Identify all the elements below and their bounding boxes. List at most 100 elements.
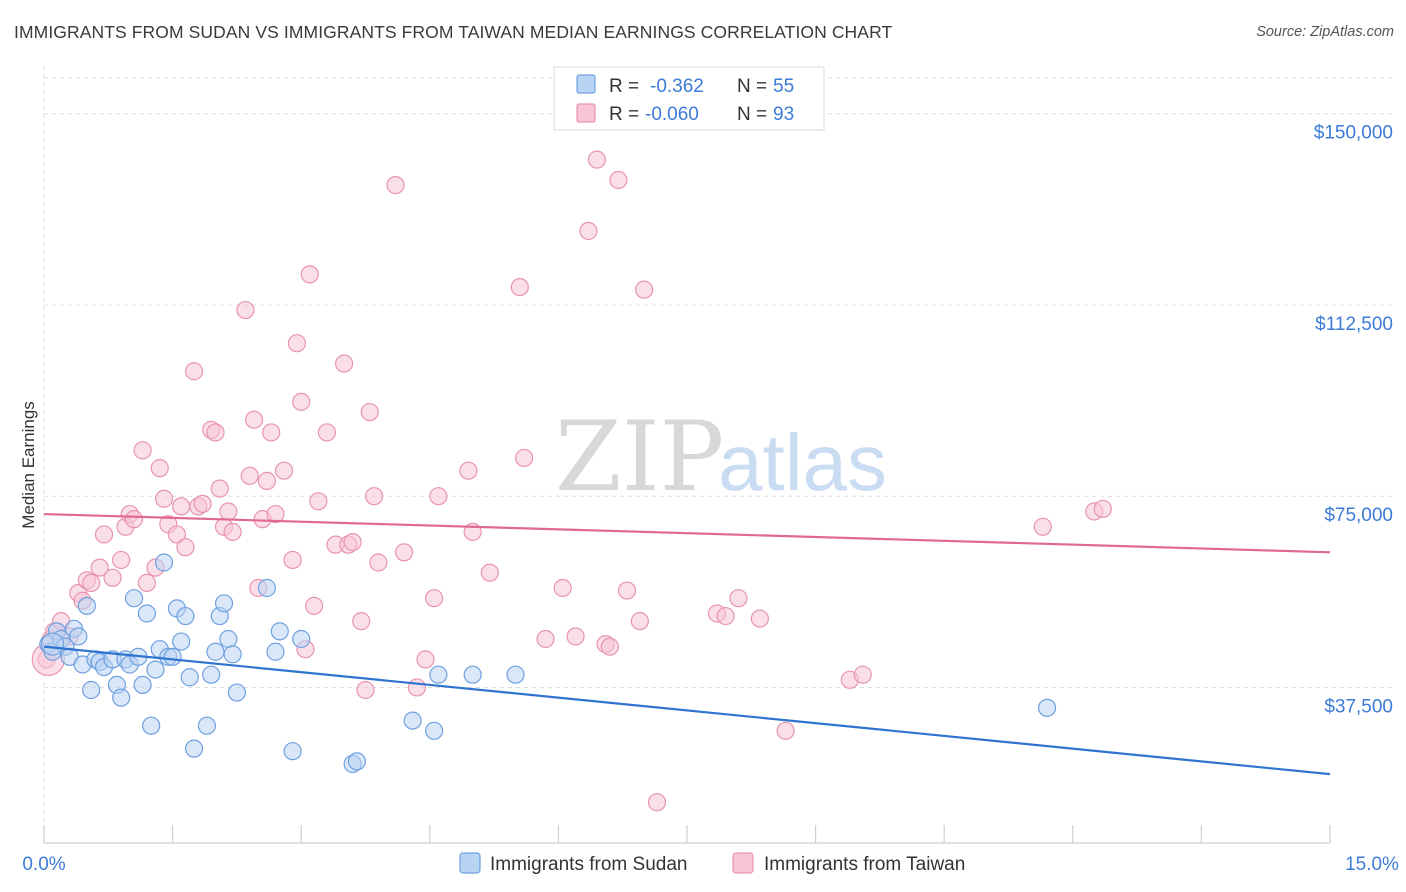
point-taiwan	[223, 522, 242, 542]
point-taiwan	[90, 558, 109, 577]
legend-n-label-sudan: N =	[737, 76, 767, 97]
legend-n-label-taiwan: N =	[737, 104, 767, 125]
point-taiwan	[609, 170, 628, 190]
series-legend-label-sudan: Immigrants from Sudan	[490, 854, 687, 875]
point-taiwan	[137, 573, 156, 593]
point-sudan	[292, 629, 311, 649]
point-taiwan	[287, 334, 307, 353]
point-taiwan	[167, 525, 186, 544]
y-axis-label: Median Earnings	[19, 401, 38, 529]
point-taiwan	[124, 510, 144, 529]
point-taiwan	[304, 596, 324, 615]
series-sudan-points	[39, 553, 1057, 774]
watermark-zip: ZIP	[555, 401, 724, 513]
point-taiwan	[94, 525, 114, 544]
point-sudan	[202, 665, 221, 684]
point-sudan	[266, 642, 285, 661]
point-taiwan	[515, 448, 534, 468]
point-sudan	[137, 604, 156, 623]
watermark-atlas: atlas	[718, 418, 887, 507]
point-sudan	[77, 596, 96, 615]
point-taiwan	[236, 300, 255, 320]
point-sudan	[176, 606, 195, 626]
point-sudan	[197, 716, 216, 735]
point-sudan	[270, 622, 289, 641]
point-taiwan	[587, 150, 607, 169]
y-tick-label: $150,000	[1314, 123, 1393, 144]
y-tick-label: $112,500	[1315, 314, 1393, 335]
series-legend-swatch-taiwan	[732, 852, 754, 874]
point-sudan	[206, 642, 225, 661]
point-taiwan	[647, 793, 667, 812]
point-taiwan	[262, 423, 281, 442]
point-taiwan	[386, 176, 405, 195]
point-taiwan	[1033, 517, 1052, 536]
point-taiwan	[407, 678, 427, 697]
point-taiwan	[635, 280, 654, 299]
point-taiwan	[193, 494, 212, 513]
point-taiwan	[317, 423, 337, 442]
point-taiwan	[600, 637, 619, 656]
point-sudan	[347, 752, 367, 771]
point-taiwan	[103, 568, 122, 587]
point-taiwan	[429, 487, 448, 506]
point-taiwan	[300, 265, 319, 284]
point-taiwan	[424, 589, 444, 608]
point-taiwan	[154, 489, 174, 508]
point-taiwan	[257, 471, 277, 490]
point-taiwan	[184, 362, 204, 381]
point-sudan	[506, 665, 525, 684]
point-taiwan	[617, 581, 637, 600]
point-taiwan	[150, 459, 169, 478]
point-sudan	[1037, 698, 1057, 717]
chart-source: Source: ZipAtlas.com	[1256, 24, 1394, 40]
point-taiwan	[274, 461, 294, 480]
point-sudan	[223, 645, 242, 664]
point-taiwan	[630, 612, 649, 631]
point-taiwan	[716, 606, 735, 626]
point-taiwan	[210, 479, 229, 498]
legend-n-value-taiwan: 93	[773, 104, 794, 125]
point-taiwan	[579, 221, 598, 241]
point-taiwan	[356, 680, 375, 700]
point-sudan	[133, 675, 152, 695]
point-taiwan	[369, 553, 388, 572]
legend-r-value-sudan: -0.362	[650, 76, 704, 97]
series-legend-label-taiwan: Immigrants from Taiwan	[764, 854, 965, 875]
legend-swatch-sudan	[576, 74, 596, 94]
point-taiwan	[82, 573, 101, 593]
point-sudan	[227, 683, 246, 702]
point-taiwan	[553, 578, 572, 598]
legend-r-label-sudan: R =	[609, 76, 639, 97]
point-taiwan	[566, 627, 585, 646]
point-sudan	[69, 627, 88, 646]
point-taiwan	[394, 543, 414, 562]
point-sudan	[172, 632, 191, 651]
point-taiwan	[172, 497, 191, 516]
point-taiwan	[176, 538, 195, 557]
point-sudan	[163, 647, 182, 666]
point-sudan	[283, 742, 302, 761]
trend-line-taiwan	[43, 512, 1331, 554]
point-sudan	[82, 680, 101, 700]
point-sudan	[214, 594, 234, 613]
point-taiwan	[776, 721, 795, 740]
point-taiwan	[360, 402, 379, 422]
point-sudan	[429, 665, 448, 684]
point-sudan	[403, 711, 422, 730]
trend-line-sudan	[43, 645, 1331, 776]
watermark: ZIP atlas	[555, 401, 887, 513]
legend-r-label-taiwan: R =	[609, 104, 639, 125]
point-sudan	[142, 716, 161, 735]
point-taiwan	[459, 461, 478, 480]
x-axis-ticks	[43, 825, 1331, 843]
point-taiwan	[244, 410, 264, 429]
y-tick-label: $75,000	[1324, 505, 1393, 526]
point-taiwan	[240, 466, 259, 485]
x-tick-label-1: 15.0%	[1345, 854, 1399, 875]
point-taiwan	[853, 665, 872, 684]
point-taiwan	[292, 392, 311, 411]
point-taiwan	[283, 550, 302, 570]
y-tick-label: $37,500	[1324, 696, 1393, 717]
